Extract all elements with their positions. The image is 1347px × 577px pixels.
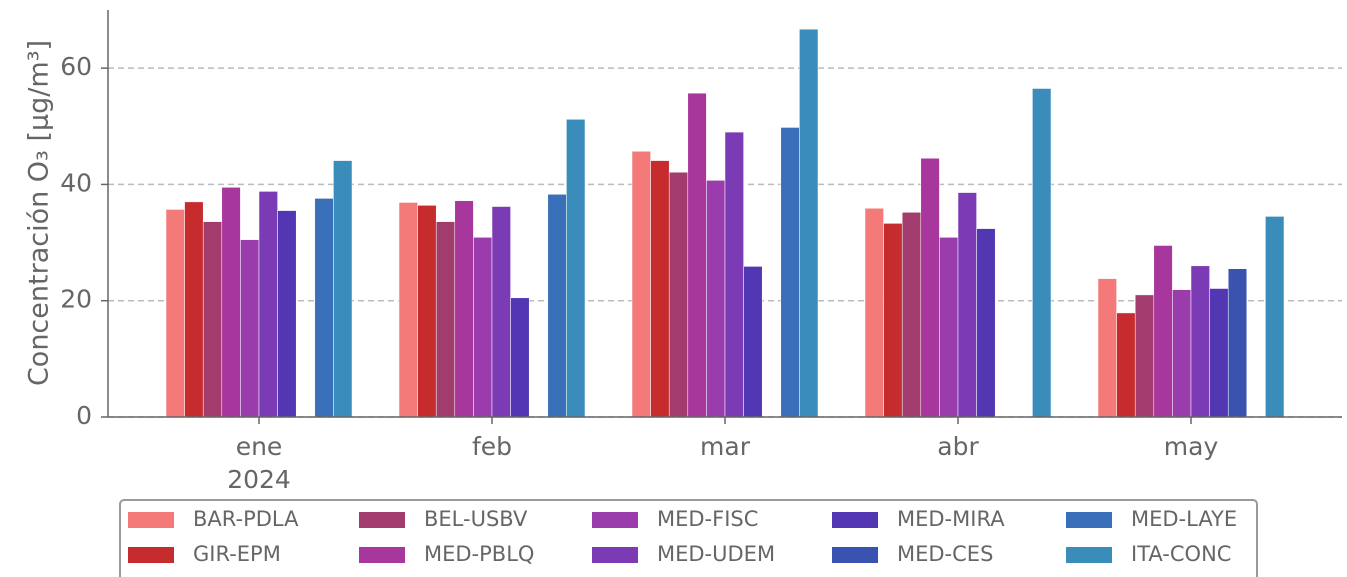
bar <box>780 127 800 418</box>
bar <box>473 237 493 418</box>
bar <box>1097 278 1117 418</box>
bar <box>650 160 670 418</box>
legend-label: BAR-PDLA <box>193 507 299 531</box>
bar <box>202 221 223 418</box>
y-tick-label: 20 <box>60 285 92 314</box>
bar <box>258 191 278 418</box>
x-tick-label: may <box>1164 432 1219 461</box>
legend-label: ITA-CONC <box>1131 542 1231 566</box>
x-tick-label: feb <box>472 432 512 461</box>
bar <box>184 201 204 418</box>
bar <box>1265 216 1285 418</box>
bar <box>333 160 353 418</box>
legend-label: MED-CES <box>897 542 993 566</box>
legend-swatch <box>832 512 878 528</box>
y-tick-label: 40 <box>60 168 92 197</box>
bar <box>883 223 903 418</box>
bar <box>939 237 959 418</box>
legend-swatch <box>1066 512 1112 528</box>
x-tick-label: ene <box>236 432 283 461</box>
y-tick-label: 60 <box>60 52 92 81</box>
legend-label: MED-PBLQ <box>424 542 534 566</box>
x-tick-label: abr <box>937 432 979 461</box>
legend-label: MED-FISC <box>657 507 758 531</box>
legend-swatch <box>592 547 638 563</box>
bar <box>1153 245 1173 418</box>
bar <box>277 210 297 418</box>
bar <box>706 180 726 418</box>
bar <box>510 297 530 418</box>
legend-swatch <box>832 547 878 563</box>
legend-label: MED-MIRA <box>897 507 1005 531</box>
bar <box>1227 268 1248 418</box>
legend-swatch <box>592 512 638 528</box>
bar <box>901 212 922 418</box>
bar <box>864 208 884 418</box>
bar <box>398 202 418 418</box>
legend-swatch <box>128 547 174 563</box>
bar <box>631 151 651 418</box>
bar <box>668 171 689 418</box>
bar <box>435 221 456 418</box>
bar <box>240 239 260 418</box>
bar <box>547 194 567 418</box>
legend-label: MED-LAYE <box>1131 507 1237 531</box>
bar <box>687 92 707 418</box>
bar <box>920 158 940 418</box>
bar <box>976 228 996 418</box>
y-axis-label: Concentración O₃ [μg/m³] <box>24 40 55 386</box>
bar <box>743 266 763 418</box>
y-tick-label: 0 <box>76 401 92 430</box>
bar <box>724 131 744 418</box>
bar <box>491 206 511 418</box>
bar <box>1032 88 1052 418</box>
x-tick-label: mar <box>700 432 751 461</box>
bar <box>417 205 437 418</box>
bar <box>165 209 185 418</box>
x-year-label: 2024 <box>227 465 291 494</box>
bar <box>957 192 977 418</box>
bar <box>1172 289 1192 418</box>
bar <box>1134 294 1155 418</box>
legend-swatch <box>128 512 174 528</box>
legend-label: GIR-EPM <box>193 542 281 566</box>
legend-swatch <box>1066 547 1112 563</box>
bar <box>799 28 819 418</box>
legend-label: MED-UDEM <box>657 542 775 566</box>
legend-swatch <box>359 512 405 528</box>
bar <box>314 198 334 418</box>
bar <box>1190 265 1210 418</box>
bar <box>1209 288 1229 418</box>
legend-label: BEL-USBV <box>424 507 528 531</box>
bar <box>221 187 241 418</box>
bar <box>566 119 586 418</box>
bar <box>1116 312 1136 418</box>
legend-swatch <box>359 547 405 563</box>
bar <box>454 200 474 418</box>
